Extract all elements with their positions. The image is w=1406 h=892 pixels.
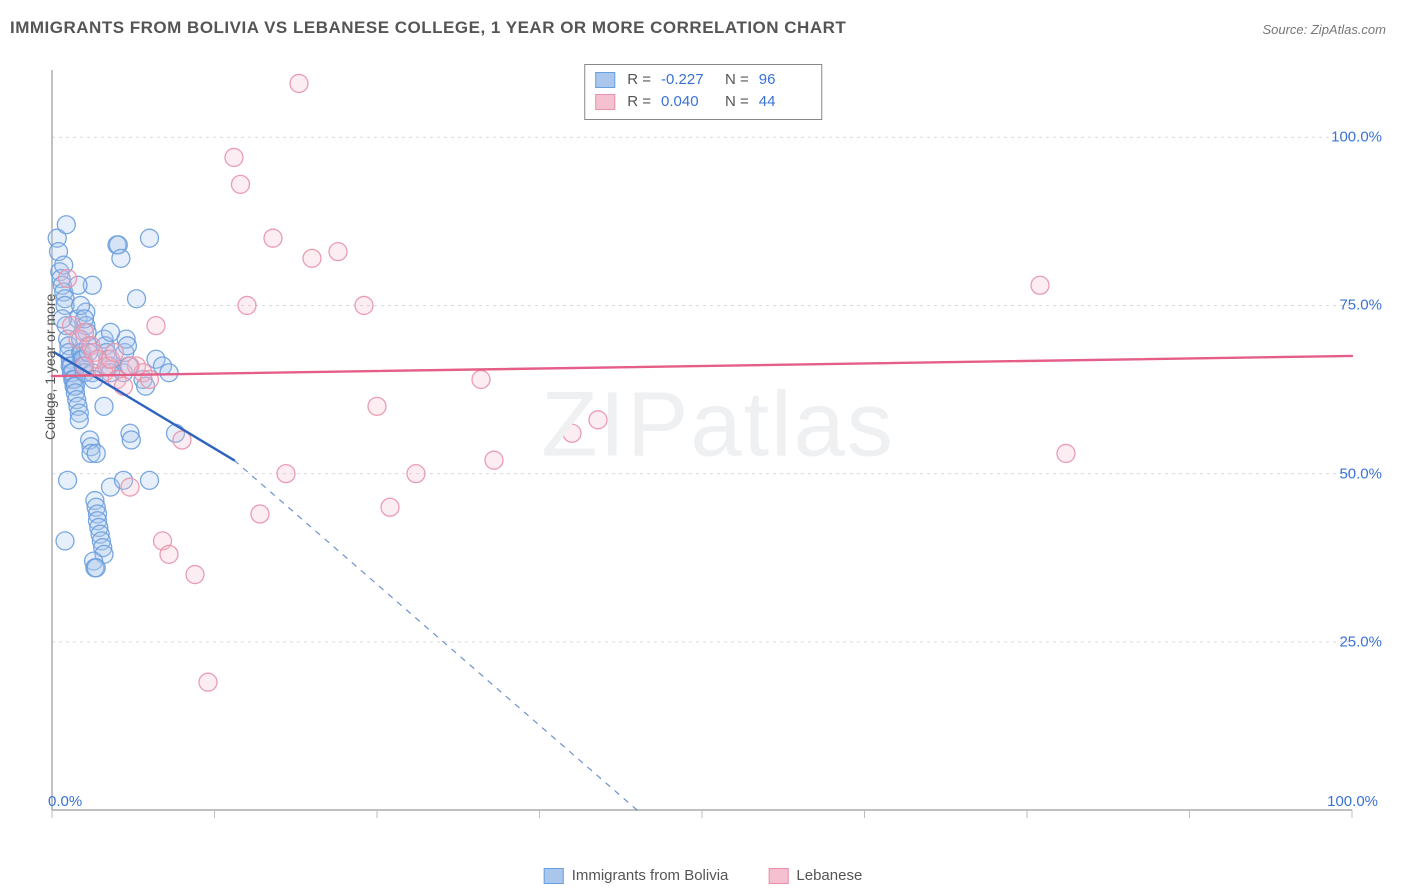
r-label-lebanese: R =	[627, 91, 651, 113]
scatter-svg	[42, 60, 1394, 820]
legend-label-lebanese: Lebanese	[796, 867, 862, 884]
r-value-bolivia: -0.227	[661, 69, 713, 91]
chart-title: IMMIGRANTS FROM BOLIVIA VS LEBANESE COLL…	[10, 18, 846, 38]
n-value-lebanese: 44	[759, 91, 811, 113]
n-label-bolivia: N =	[725, 69, 749, 91]
y-tick-label: 75.0%	[1339, 297, 1382, 314]
y-tick-label: 50.0%	[1339, 465, 1382, 482]
source-value: ZipAtlas.com	[1311, 22, 1386, 37]
y-axis-label: College, 1 year or more	[42, 294, 58, 440]
y-tick-label: 25.0%	[1339, 633, 1382, 650]
legend-row-lebanese: R = 0.040 N = 44	[595, 91, 811, 113]
x-tick-label-max: 100.0%	[1327, 793, 1378, 810]
y-tick-label: 100.0%	[1331, 129, 1382, 146]
plot-area: College, 1 year or more ZIPatlas 25.0%50…	[42, 60, 1394, 820]
legend-row-bolivia: R = -0.227 N = 96	[595, 69, 811, 91]
page-root: IMMIGRANTS FROM BOLIVIA VS LEBANESE COLL…	[0, 0, 1406, 892]
source-label: Source:	[1262, 22, 1310, 37]
n-value-bolivia: 96	[759, 69, 811, 91]
source-attribution: Source: ZipAtlas.com	[1262, 22, 1386, 37]
legend-swatch-lebanese	[768, 868, 788, 884]
swatch-lebanese	[595, 94, 615, 110]
legend-item-lebanese: Lebanese	[768, 867, 862, 884]
series-legend: Immigrants from Bolivia Lebanese	[544, 867, 863, 884]
legend-item-bolivia: Immigrants from Bolivia	[544, 867, 729, 884]
swatch-bolivia	[595, 72, 615, 88]
legend-swatch-bolivia	[544, 868, 564, 884]
n-label-lebanese: N =	[725, 91, 749, 113]
x-tick-label-min: 0.0%	[48, 793, 82, 810]
legend-label-bolivia: Immigrants from Bolivia	[572, 867, 729, 884]
r-label-bolivia: R =	[627, 69, 651, 91]
correlation-legend: R = -0.227 N = 96 R = 0.040 N = 44	[584, 64, 822, 120]
r-value-lebanese: 0.040	[661, 91, 713, 113]
